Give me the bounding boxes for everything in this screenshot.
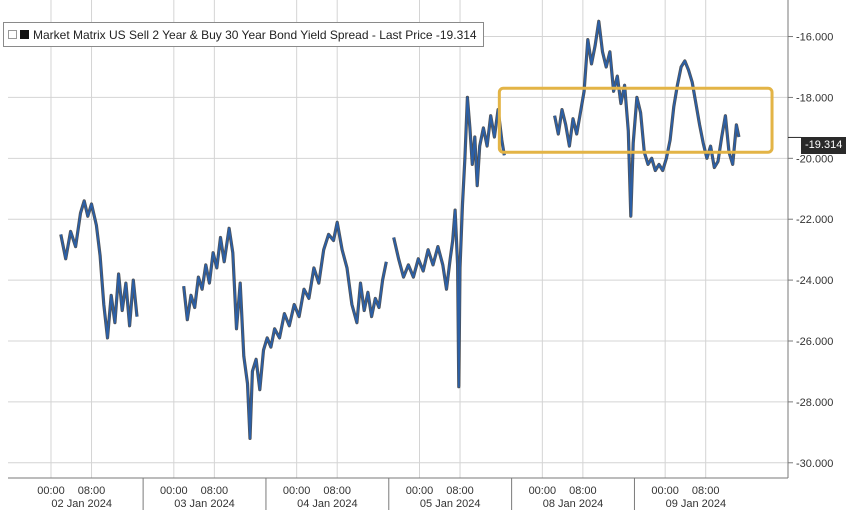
series-line (553, 20, 740, 218)
x-tick-label: 08:00 (323, 485, 351, 497)
y-tick-label: -18.000 (796, 92, 833, 104)
legend-text: Market Matrix US Sell 2 Year & Buy 30 Ye… (33, 27, 477, 42)
y-tick-label: -16.000 (796, 32, 833, 44)
x-tick-label: 00:00 (406, 485, 434, 497)
x-day-label: 08 Jan 2024 (543, 498, 604, 510)
highlight-box (497, 86, 774, 154)
x-day-label: 05 Jan 2024 (420, 498, 481, 510)
x-day-label: 04 Jan 2024 (297, 498, 358, 510)
x-day-label: 02 Jan 2024 (51, 498, 112, 510)
series-line (182, 221, 388, 440)
series-line-shadow (59, 199, 139, 340)
y-tick-label: -30.000 (796, 458, 833, 470)
x-tick-label: 08:00 (446, 485, 474, 497)
x-tick-label: 08:00 (692, 485, 720, 497)
y-tick-label: -22.000 (796, 214, 833, 226)
last-price-tag: -19.314 (801, 137, 847, 154)
chart-legend: Market Matrix US Sell 2 Year & Buy 30 Ye… (3, 22, 484, 47)
x-tick-label: 00:00 (651, 485, 679, 497)
x-day-label: 03 Jan 2024 (174, 498, 235, 510)
x-tick-label: 08:00 (201, 485, 229, 497)
legend-toggle-icon[interactable] (8, 30, 17, 39)
x-day-label: 09 Jan 2024 (666, 498, 727, 510)
x-tick-label: 00:00 (160, 485, 188, 497)
y-tick-label: -28.000 (796, 397, 833, 409)
y-tick-label: -20.000 (796, 153, 833, 165)
y-tick-label: -26.000 (796, 336, 833, 348)
x-tick-label: 08:00 (569, 485, 597, 497)
y-tick-label: -24.000 (796, 275, 833, 287)
x-tick-label: 00:00 (283, 485, 311, 497)
series-line (392, 96, 506, 388)
x-tick-label: 00:00 (529, 485, 557, 497)
x-tick-label: 00:00 (37, 485, 65, 497)
series-line-shadow (553, 19, 741, 218)
x-tick-label: 08:00 (78, 485, 106, 497)
series-line (59, 199, 138, 339)
legend-series-swatch (20, 30, 29, 39)
